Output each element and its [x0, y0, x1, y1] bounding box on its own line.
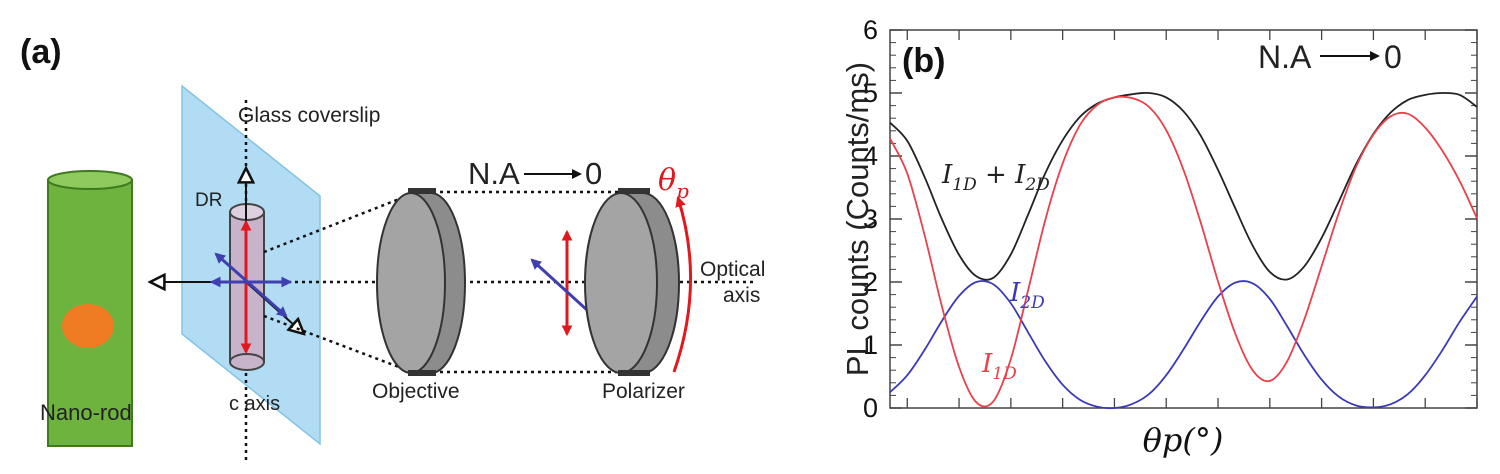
y-tick-label: 5: [863, 78, 878, 108]
x-axis: [906, 30, 1478, 408]
y-tick-label: 4: [863, 141, 878, 171]
panel-b-na-zero: 0: [1384, 39, 1402, 75]
panel-b-na-annotation: N.A 0: [1258, 39, 1402, 75]
panel-a-na-zero: 0: [585, 156, 602, 191]
polarizer-rotation-arrow: [672, 195, 692, 373]
panel-a: (a) Nano-rod Glass coverslip DR c: [20, 33, 765, 462]
x-axis-label: θp(°): [1143, 421, 1224, 459]
polarizer-label: Polarizer: [602, 380, 685, 403]
panel-b: 0 1 2 3 4 5 6 (b) N.A 0 I1D + I2D I2D I1D PL c…: [840, 15, 1478, 459]
panel-b-tag: (b): [902, 42, 945, 80]
plot-frame: [889, 29, 1478, 409]
glass-coverslip-label: Glass coverslip: [238, 104, 380, 127]
axis-label: axis: [723, 284, 760, 307]
objective-label: Objective: [372, 380, 460, 403]
series-i1d-line: [889, 95, 1478, 408]
c-axis-label: c axis: [229, 393, 280, 415]
panel-a-theta-label: θp: [658, 163, 689, 203]
i1d-curve-label: I1D: [981, 349, 1017, 384]
objective-lens: [376, 188, 466, 376]
y-tick-label: 6: [863, 15, 878, 45]
quantum-dot: [62, 304, 114, 348]
series-i2d-line: [889, 280, 1478, 410]
cone-lower-line: [263, 314, 413, 374]
dr-label: DR: [195, 190, 222, 211]
y-tick-label: 2: [863, 267, 878, 297]
cone-upper-line: [263, 192, 413, 254]
plot-series: [889, 91, 1478, 410]
sum-curve-label: I1D + I2D: [941, 160, 1050, 195]
y-tick-label: 3: [863, 204, 878, 234]
y-axis: 0 1 2 3 4 5 6: [863, 15, 1477, 423]
nano-rod-label: Nano-rod: [40, 400, 132, 425]
polarizer: [584, 188, 680, 376]
panel-b-na-text: N.A: [1258, 39, 1312, 75]
i2d-curve-label: I2D: [1009, 278, 1045, 313]
panel-a-na-text: N.A: [468, 156, 520, 191]
panel-a-tag: (a): [20, 33, 62, 71]
optical-label: Optical: [700, 258, 765, 281]
y-axis-label: PL counts (Counts/ms): [840, 62, 875, 376]
y-tick-label: 0: [863, 393, 878, 423]
dr-blue-diagonal-arrow: [214, 252, 288, 318]
nano-rod-cylinder: [47, 170, 133, 447]
panel-a-na-annotation: N.A 0: [468, 156, 602, 191]
y-tick-label: 1: [863, 330, 878, 360]
